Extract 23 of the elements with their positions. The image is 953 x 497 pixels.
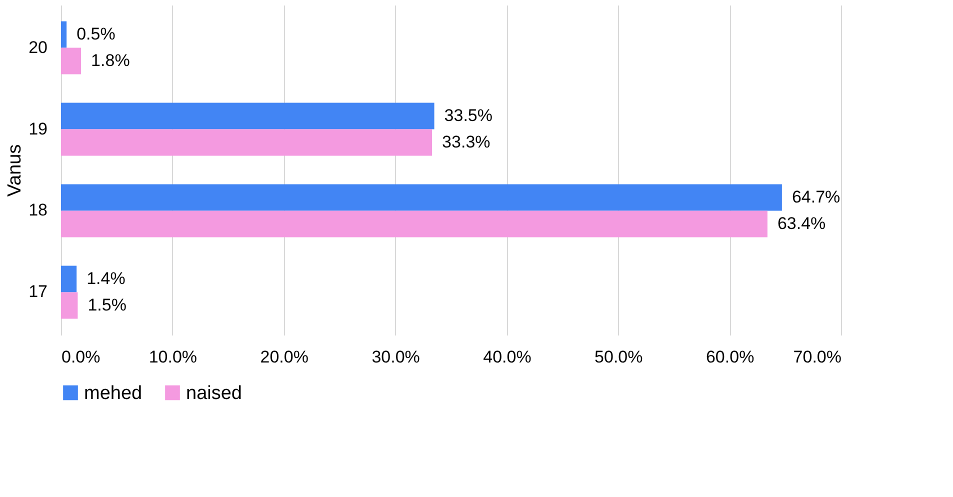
x-tick-label: 20.0% <box>260 348 308 366</box>
data-label: 1.4% <box>86 268 126 288</box>
data-label: 1.5% <box>88 295 126 314</box>
y-tick-label: 20 <box>28 38 48 57</box>
data-label: 33.5% <box>444 106 492 126</box>
data-label: 64.7% <box>792 188 840 206</box>
data-label: 63.4% <box>777 214 826 233</box>
y-tick-label: 19 <box>28 119 48 138</box>
x-tick-label: 10.0% <box>148 348 198 366</box>
legend-label: mehed <box>84 382 142 404</box>
y-tick-label: 18 <box>28 200 48 220</box>
data-label: 33.3% <box>442 132 490 152</box>
x-tick-label: 30.0% <box>372 348 420 366</box>
x-tick-label: 60.0% <box>706 348 754 366</box>
y-axis-title: Vanus <box>4 144 26 197</box>
x-tick-label: 50.0% <box>594 348 643 366</box>
data-label: 1.8% <box>91 51 130 70</box>
y-tick-label: 17 <box>28 282 48 302</box>
x-tick-label: 70.0% <box>793 348 842 366</box>
data-label: 0.5% <box>76 24 116 44</box>
legend-label: naised <box>186 382 242 404</box>
x-tick-label: 40.0% <box>483 348 532 366</box>
x-tick-label: 0.0% <box>62 348 100 366</box>
